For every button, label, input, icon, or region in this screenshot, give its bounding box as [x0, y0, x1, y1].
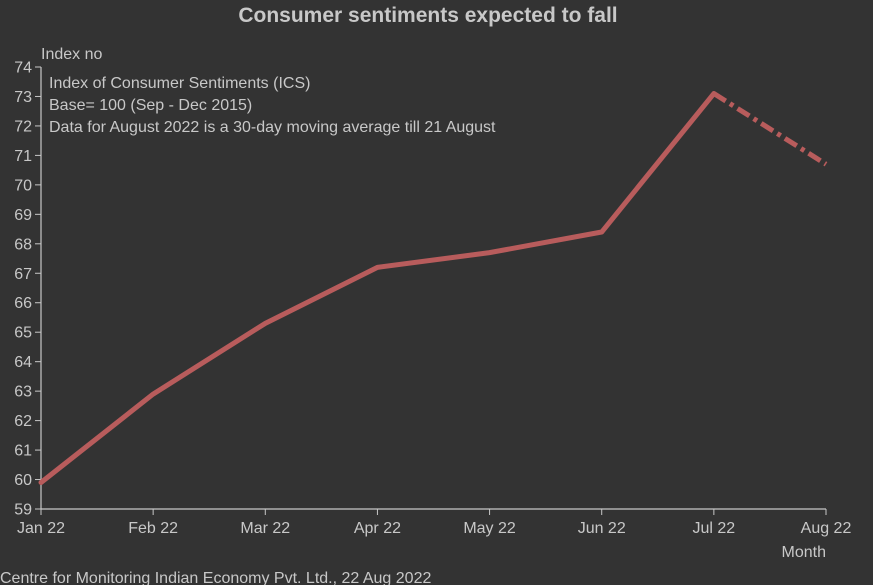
series-line: [38, 91, 717, 485]
y-tick-label: 70: [14, 177, 32, 194]
x-tick-label: Jun 22: [578, 520, 626, 537]
y-tick-label: 73: [14, 89, 32, 106]
source-note: Centre for Monitoring Indian Economy Pvt…: [0, 570, 431, 585]
y-tick-label: 66: [14, 295, 32, 312]
y-tick-label: 67: [14, 266, 32, 283]
y-tick-label: 63: [14, 384, 32, 401]
y-tick-label: 60: [14, 472, 32, 489]
annotation-line: Base= 100 (Sep - Dec 2015): [49, 97, 252, 114]
axes: 59 60 61 62 63 64 65 66 67 68 69 70 71 72 73 74 Jan 22 Fe…: [14, 60, 851, 538]
x-tick-label: May 22: [463, 520, 516, 537]
x-tick-label: Jan 22: [17, 520, 65, 537]
x-tick-label: Apr 22: [354, 520, 401, 537]
y-tick-label: 64: [14, 354, 32, 371]
y-tick-label: 65: [14, 325, 32, 342]
y-tick-label: 68: [14, 236, 32, 253]
y-tick-label: 71: [14, 148, 32, 165]
y-tick-label: 74: [14, 60, 32, 77]
x-tick-label: Feb 22: [128, 520, 178, 537]
x-axis-title: Month: [782, 544, 826, 561]
y-tick-label: 59: [14, 502, 32, 519]
chart-title: Consumer sentiments expected to fall: [238, 4, 617, 27]
y-tick-label: 62: [14, 413, 32, 430]
y-axis-title: Index no: [41, 46, 102, 63]
series-group: [38, 91, 828, 485]
annotation-line: Data for August 2022 is a 30-day moving …: [49, 119, 496, 136]
annotation-line: Index of Consumer Sentiments (ICS): [49, 75, 310, 92]
annotation-box: Index of Consumer Sentiments (ICS) Base=…: [49, 75, 496, 136]
x-tick-label: Mar 22: [240, 520, 290, 537]
y-tick-label: 72: [14, 118, 32, 135]
series-line-projected: [712, 91, 828, 167]
y-tick-label: 69: [14, 207, 32, 224]
x-tick-label: Jul 22: [693, 520, 736, 537]
y-tick-label: 61: [14, 443, 32, 460]
x-tick-label: Aug 22: [801, 520, 852, 537]
